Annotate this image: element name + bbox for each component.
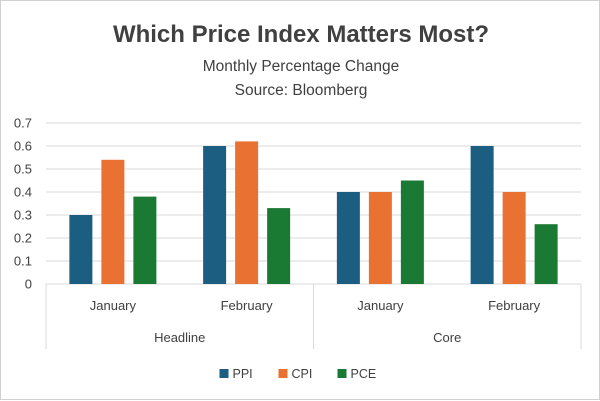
bar-cpi-headline-february bbox=[235, 141, 259, 284]
x-group-label: Headline bbox=[154, 330, 205, 345]
legend-swatch-pce bbox=[337, 369, 347, 378]
legend-label-cpi: CPI bbox=[292, 367, 313, 381]
bars bbox=[69, 141, 558, 284]
x-category-label: February bbox=[221, 298, 274, 313]
chart-subtitle-line-1: Monthly Percentage Change bbox=[203, 58, 399, 75]
y-tick-label: 0.6 bbox=[14, 139, 32, 154]
x-group-label: Core bbox=[433, 330, 461, 345]
x-category-label: January bbox=[357, 298, 404, 313]
y-tick-label: 0.1 bbox=[14, 254, 32, 269]
bar-pce-core-january bbox=[400, 180, 424, 284]
bar-pce-headline-january bbox=[133, 196, 157, 284]
legend-swatch-cpi bbox=[278, 369, 288, 378]
y-tick-label: 0.4 bbox=[14, 185, 32, 200]
bar-ppi-headline-january bbox=[69, 215, 93, 284]
x-category-label: January bbox=[90, 298, 137, 313]
bar-pce-core-february bbox=[534, 224, 558, 284]
chart-title: Which Price Index Matters Most? bbox=[113, 21, 489, 48]
legend-label-pce: PCE bbox=[351, 367, 377, 381]
y-tick-label: 0 bbox=[25, 277, 32, 292]
legend: PPI CPI PCE bbox=[219, 367, 377, 381]
gridlines bbox=[46, 122, 581, 285]
y-axis-ticks: 0 0.1 0.2 0.3 0.4 0.5 0.6 0.7 bbox=[14, 116, 32, 292]
x-category-label: February bbox=[488, 298, 541, 313]
x-axis: January February January February Headline Co… bbox=[45, 284, 582, 349]
y-tick-label: 0.5 bbox=[14, 162, 32, 177]
y-tick-label: 0.3 bbox=[14, 208, 32, 223]
chart-subtitle-line-2: Source: Bloomberg bbox=[235, 82, 368, 99]
legend-label-ppi: PPI bbox=[233, 367, 253, 381]
bar-cpi-core-january bbox=[368, 192, 392, 284]
bar-ppi-headline-february bbox=[203, 146, 227, 284]
bar-cpi-core-february bbox=[502, 192, 526, 284]
bar-ppi-core-february bbox=[470, 146, 494, 284]
legend-swatch-ppi bbox=[219, 369, 229, 378]
bar-ppi-core-january bbox=[336, 192, 360, 284]
y-tick-label: 0.7 bbox=[14, 116, 32, 131]
bar-cpi-headline-january bbox=[101, 159, 125, 284]
y-tick-label: 0.2 bbox=[14, 231, 32, 246]
bar-pce-headline-february bbox=[267, 208, 291, 284]
